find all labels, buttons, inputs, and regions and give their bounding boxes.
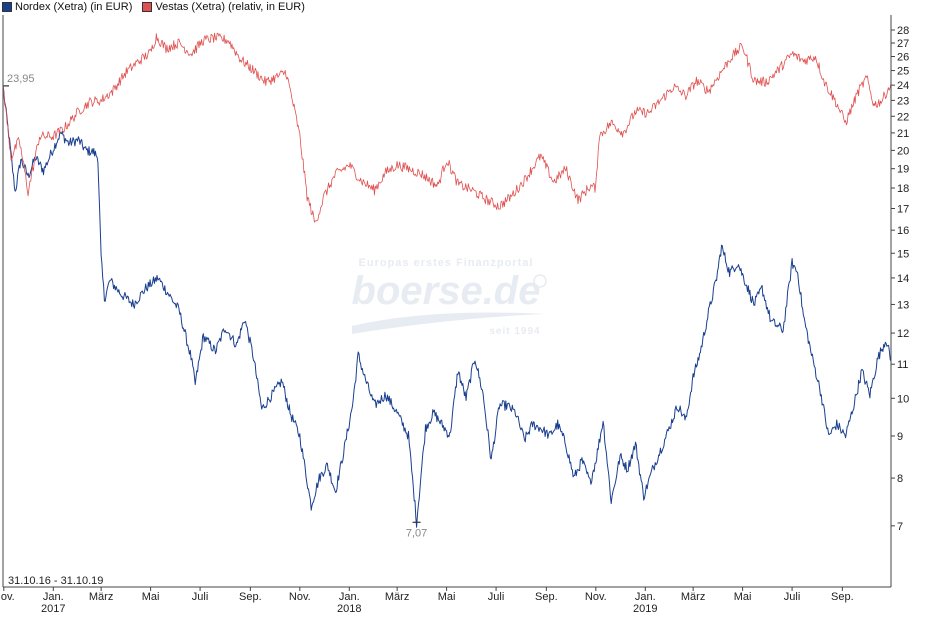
series-lines xyxy=(2,32,892,528)
legend-label-vestas: Vestas (Xetra) (relativ, in EUR) xyxy=(155,1,305,13)
y-tick-label: 26 xyxy=(897,52,909,64)
y-tick-label: 22 xyxy=(897,111,909,123)
y-tick-label: 15 xyxy=(897,248,909,260)
y-tick-label: 18 xyxy=(897,183,909,195)
legend-label-nordex: Nordex (Xetra) (in EUR) xyxy=(15,1,133,13)
watermark-brand: boerse.de xyxy=(352,269,541,313)
y-tick-label: 12 xyxy=(897,328,909,340)
y-tick-label: 24 xyxy=(897,80,909,92)
watermark-swoosh xyxy=(352,312,545,334)
x-tick-label: Mai xyxy=(142,591,160,603)
axes: 7891011121314151617181920212223242526272… xyxy=(0,15,909,615)
y-tick-label: 7 xyxy=(897,521,903,533)
x-tick-label: Nov. xyxy=(585,591,607,603)
y-tick-label: 20 xyxy=(897,145,909,157)
y-tick-label: 21 xyxy=(897,128,909,140)
y-tick-label: 27 xyxy=(897,38,909,50)
legend-item-vestas[interactable]: Vestas (Xetra) (relativ, in EUR) xyxy=(142,1,305,13)
y-tick-label: 9 xyxy=(897,431,903,443)
y-tick-label: 14 xyxy=(897,273,909,285)
watermark-since: seit 1994 xyxy=(489,326,540,337)
y-tick-label: 23 xyxy=(897,95,909,107)
x-tick-label: Juli xyxy=(488,591,505,603)
x-tick-label: Nov. xyxy=(289,591,311,603)
legend: Nordex (Xetra) (in EUR) Vestas (Xetra) (… xyxy=(2,0,305,14)
x-tick-label: Sep. xyxy=(535,591,558,603)
y-tick-label: 19 xyxy=(897,164,909,176)
y-tick-label: 25 xyxy=(897,66,909,78)
series-line-nordex xyxy=(2,85,892,528)
x-tick-label: Sep. xyxy=(831,591,854,603)
legend-swatch-nordex xyxy=(2,2,12,12)
y-tick-label: 16 xyxy=(897,225,909,237)
y-tick-label: 11 xyxy=(897,359,908,371)
y-tick-label: 17 xyxy=(897,203,909,215)
period-label: 31.10.16 - 31.10.19 xyxy=(8,575,103,587)
x-tick-label: Mai xyxy=(734,591,752,603)
watermark: Europas erstes Finanzportal boerse.de se… xyxy=(352,257,547,337)
x-tick-label: Juli xyxy=(784,591,801,603)
y-tick-label: 10 xyxy=(897,393,909,405)
x-tick-label: Mai xyxy=(438,591,456,603)
x-tick-label: März xyxy=(681,591,705,603)
x-year-label: 2017 xyxy=(41,603,65,615)
start-value-label: 23,95 xyxy=(7,73,35,85)
x-tick-label: Jan. xyxy=(635,591,656,603)
x-tick-label: Jan. xyxy=(339,591,360,603)
x-tick-label: Jan. xyxy=(43,591,64,603)
x-tick-label: Nov. xyxy=(0,591,15,603)
series-line-vestas xyxy=(2,32,892,223)
y-tick-label: 13 xyxy=(897,299,909,311)
watermark-registered-icon xyxy=(533,274,547,288)
x-year-label: 2019 xyxy=(633,603,657,615)
y-tick-label: 28 xyxy=(897,25,909,37)
low-value-label: 7,07 xyxy=(406,527,427,539)
x-tick-label: März xyxy=(89,591,113,603)
x-tick-label: Juli xyxy=(192,591,209,603)
x-year-label: 2018 xyxy=(337,603,361,615)
legend-item-nordex[interactable]: Nordex (Xetra) (in EUR) xyxy=(2,1,132,13)
y-tick-label: 8 xyxy=(897,473,903,485)
x-tick-label: März xyxy=(385,591,409,603)
legend-swatch-vestas xyxy=(142,2,153,12)
x-tick-label: Sep. xyxy=(239,591,262,603)
annotations: 23,95 7,07 xyxy=(3,73,427,539)
watermark-tagline: Europas erstes Finanzportal xyxy=(359,257,534,269)
